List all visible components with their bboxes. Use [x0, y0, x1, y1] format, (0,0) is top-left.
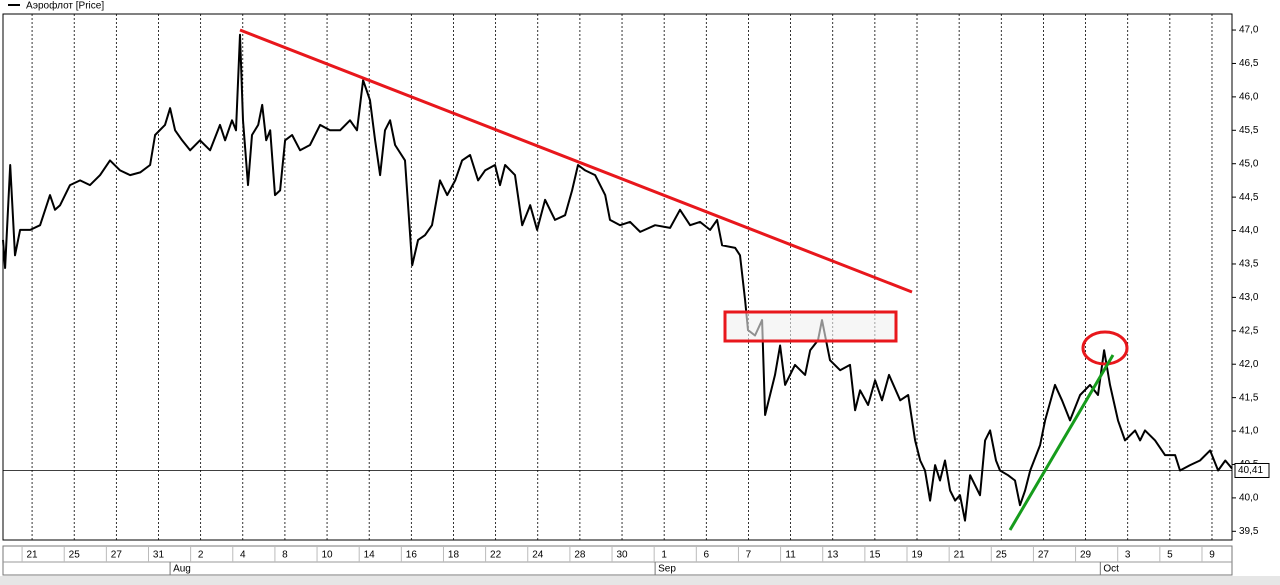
y-tick-label: 39,5 [1239, 526, 1259, 537]
y-tick-label: 43,0 [1239, 292, 1259, 303]
x-tick-label: 15 [869, 550, 881, 561]
x-tick-label: 28 [574, 550, 586, 561]
x-tick-label: 5 [1167, 550, 1173, 561]
x-tick-label: 7 [746, 550, 752, 561]
legend-label: Аэрофлот [Price] [26, 0, 104, 12]
scrollbar [0, 576, 1280, 585]
y-tick-label: 46,0 [1239, 92, 1259, 103]
last-price-label: 40,41 [1238, 465, 1263, 476]
y-tick-label: 41,5 [1239, 392, 1259, 403]
x-tick-label: 16 [406, 550, 418, 561]
x-tick-label: 3 [1125, 550, 1131, 561]
x-tick-label: 30 [616, 550, 628, 561]
month-label: Sep [658, 564, 676, 575]
price-line [2, 33, 1233, 522]
x-tick-label: 11 [785, 550, 796, 561]
highlight-circle [1081, 330, 1129, 366]
x-tick-label: 10 [321, 550, 333, 561]
trend-line [239, 28, 913, 294]
x-tick-label: 2 [198, 550, 204, 561]
y-tick-label: 42,5 [1239, 325, 1259, 336]
y-tick-label: 44,0 [1239, 225, 1259, 236]
x-tick-label: 13 [827, 550, 839, 561]
x-tick-label: 18 [448, 550, 460, 561]
x-tick-label: 19 [911, 550, 923, 561]
x-tick-label: 29 [1080, 550, 1092, 561]
month-label: Oct [1103, 564, 1119, 575]
y-tick-label: 44,5 [1239, 192, 1259, 203]
x-tick-label: 6 [704, 550, 710, 561]
y-tick-label: 46,5 [1239, 58, 1259, 69]
y-tick-label: 40,0 [1239, 493, 1259, 504]
x-tick-label: 24 [532, 550, 544, 561]
x-tick-label: 22 [490, 550, 502, 561]
y-tick-label: 41,0 [1239, 426, 1259, 437]
annotations [239, 28, 1129, 531]
date-axis-box [2, 545, 1233, 576]
y-tick-label: 42,0 [1239, 359, 1259, 370]
x-tick-label: 4 [240, 550, 246, 561]
last-price-box [1234, 462, 1270, 478]
x-tick-label: 1 [661, 550, 667, 561]
x-tick-label: 27 [111, 550, 123, 561]
highlight-box [723, 310, 898, 343]
x-tick-label: 25 [69, 550, 81, 561]
y-tick-label: 43,5 [1239, 259, 1259, 270]
x-tick-label: 21 [954, 550, 966, 561]
y-tick-label: 45,0 [1239, 158, 1259, 169]
x-tick-label: 8 [282, 550, 288, 561]
x-tick-label: 25 [996, 550, 1008, 561]
y-tick-label: 47,0 [1239, 25, 1259, 36]
x-tick-label: 21 [27, 550, 39, 561]
x-tick-label: 14 [364, 550, 376, 561]
month-label: Aug [173, 564, 191, 575]
x-tick-label: 9 [1209, 550, 1215, 561]
x-tick-label: 27 [1038, 550, 1050, 561]
y-tick-label: 45,5 [1239, 125, 1259, 136]
uptrend-line [1008, 354, 1115, 531]
x-tick-label: 31 [153, 550, 165, 561]
